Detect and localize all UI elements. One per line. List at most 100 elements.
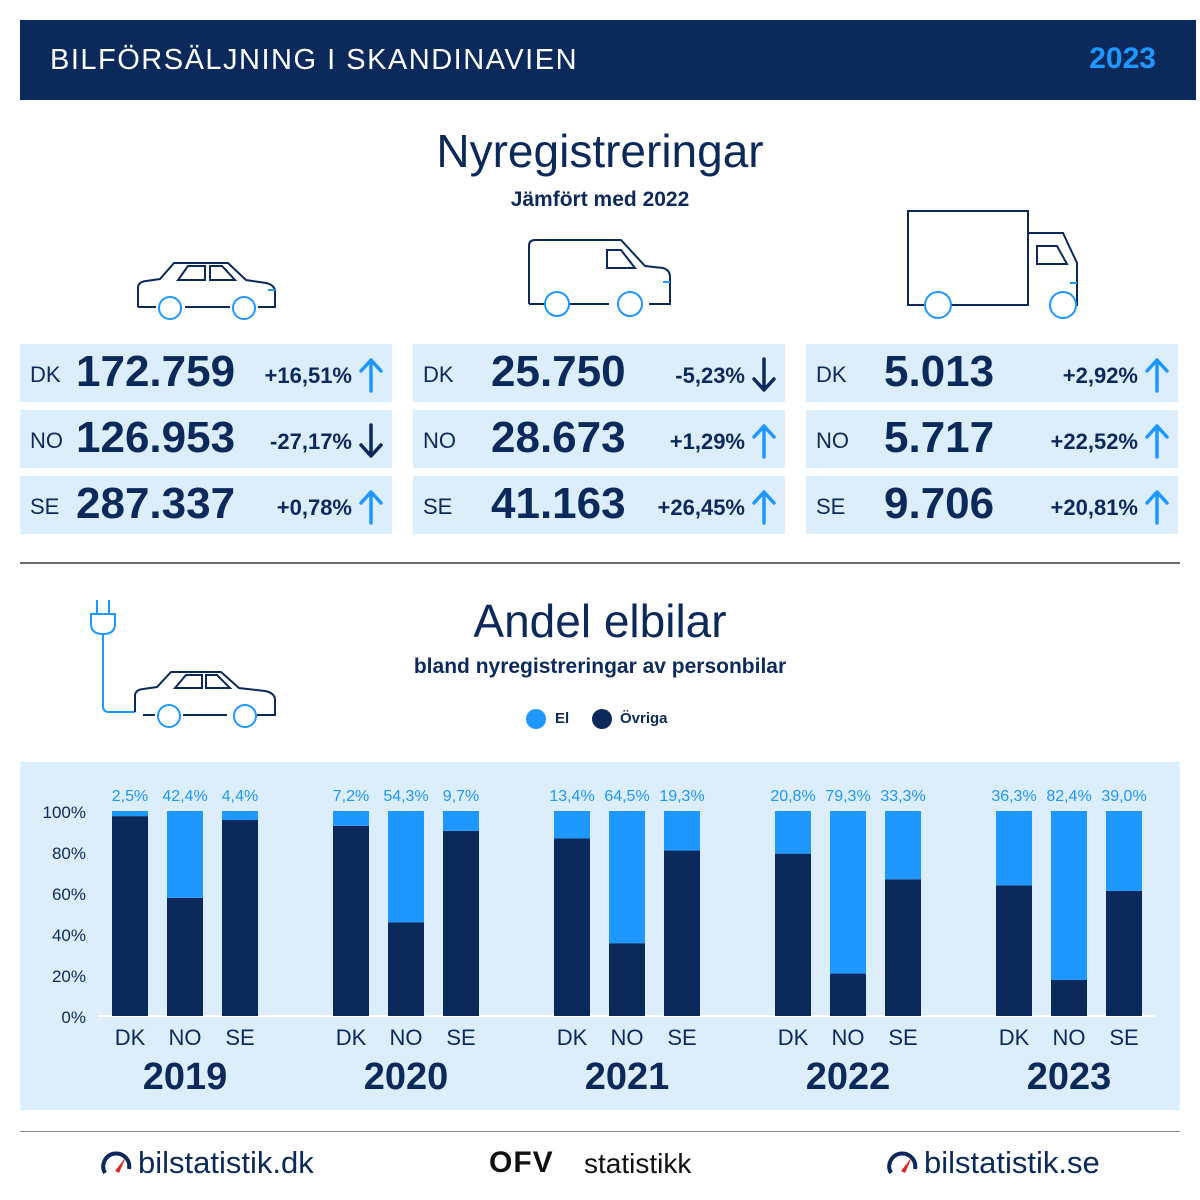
x-category-label: DK — [999, 1025, 1030, 1050]
bilstatistik-dk-logo-icon — [101, 1151, 132, 1174]
arrow-up-icon — [1145, 424, 1169, 459]
x-category-label: SE — [225, 1025, 254, 1050]
ev-charging-car-icon — [90, 600, 276, 728]
stat-change: +2,92% — [1062, 363, 1138, 388]
x-category-label: SE — [888, 1025, 917, 1050]
data-label-el: 2,5% — [112, 788, 148, 805]
ev-share-title: Andel elbilar — [473, 595, 727, 647]
data-label-el: 36,3% — [991, 788, 1036, 805]
stat-value: 28.673 — [491, 413, 626, 462]
stat-row-car-dk: DK 172.759 +16,51% — [20, 344, 392, 402]
bar-ovriga-2021-se — [664, 850, 700, 1016]
x-category-label: DK — [115, 1025, 146, 1050]
y-tick-label: 20% — [52, 967, 86, 986]
x-category-label: DK — [557, 1025, 588, 1050]
bar-ovriga-2021-dk — [554, 838, 590, 1016]
stat-change: +20,81% — [1050, 495, 1138, 520]
stat-value: 25.750 — [491, 347, 626, 396]
y-tick-label: 100% — [43, 803, 86, 822]
arrow-down-icon — [359, 423, 383, 458]
footer-right-brand: bilstatistik.se — [924, 1145, 1100, 1180]
stat-value: 172.759 — [76, 347, 236, 396]
y-tick-label: 80% — [52, 844, 86, 863]
header-bar: BILFÖRSÄLJNING I SKANDINAVIEN 2023 — [20, 20, 1196, 100]
bar-el-2019-se — [222, 811, 258, 821]
ev-share-chart-panel — [20, 762, 1180, 1110]
bar-ovriga-2022-dk — [775, 853, 811, 1016]
car-icon — [137, 262, 276, 320]
stat-row-truck-dk: DK 5.013 +2,92% — [806, 344, 1178, 402]
stat-country: NO — [423, 428, 456, 453]
data-label-el: 64,5% — [604, 788, 649, 805]
y-tick-label: 0% — [61, 1008, 86, 1027]
bar-el-2023-no — [1051, 811, 1087, 980]
bar-el-2022-dk — [775, 811, 811, 854]
data-label-el: 82,4% — [1046, 788, 1091, 805]
data-label-el: 7,2% — [333, 788, 369, 805]
stat-change: +1,29% — [669, 429, 745, 454]
stat-value: 41.163 — [491, 479, 626, 528]
registrations-subtitle: Jämfört med 2022 — [510, 188, 690, 211]
stat-value: 9.706 — [884, 479, 995, 528]
x-category-label: NO — [390, 1025, 423, 1050]
stat-row-van-no: NO 28.673 +1,29% — [413, 410, 785, 468]
x-category-label: SE — [1109, 1025, 1138, 1050]
stat-change: +26,45% — [657, 495, 745, 520]
x-category-label: DK — [336, 1025, 367, 1050]
stat-country: DK — [423, 362, 454, 387]
legend-ovriga-label: Övriga — [620, 710, 668, 727]
bar-ovriga-2023-dk — [996, 885, 1032, 1016]
stat-change: +16,51% — [264, 363, 352, 388]
stat-value: 126.953 — [76, 413, 236, 462]
legend-el-swatch — [526, 709, 546, 729]
x-category-label: NO — [611, 1025, 644, 1050]
bar-ovriga-2019-no — [167, 897, 203, 1016]
stat-change: -5,23% — [675, 363, 745, 388]
page-title: BILFÖRSÄLJNING I SKANDINAVIEN — [50, 44, 579, 76]
footer-divider — [20, 1131, 1180, 1132]
bar-el-2020-se — [443, 811, 479, 831]
data-label-el: 9,7% — [443, 788, 479, 805]
x-category-label: SE — [667, 1025, 696, 1050]
arrow-up-icon — [359, 490, 383, 525]
year-group-label: 2020 — [364, 1056, 449, 1098]
stat-row-truck-no: NO 5.717 +22,52% — [806, 410, 1178, 468]
bar-ovriga-2020-dk — [333, 825, 369, 1016]
arrow-up-icon — [359, 358, 383, 393]
bar-ovriga-2021-no — [609, 943, 645, 1016]
arrow-up-icon — [752, 424, 776, 459]
bar-el-2020-no — [388, 811, 424, 923]
x-category-label: SE — [446, 1025, 475, 1050]
x-category-label: NO — [832, 1025, 865, 1050]
stat-country: DK — [816, 362, 847, 387]
bar-el-2023-dk — [996, 811, 1032, 886]
stat-row-van-se: SE 41.163 +26,45% — [413, 476, 785, 534]
ofv-logo: OFV — [489, 1146, 554, 1179]
data-label-el: 39,0% — [1101, 788, 1146, 805]
data-label-el: 79,3% — [825, 788, 870, 805]
stat-row-car-no: NO 126.953 -27,17% — [20, 410, 392, 468]
bar-ovriga-2020-no — [388, 922, 424, 1016]
bar-ovriga-2022-no — [830, 973, 866, 1016]
truck-icon — [907, 210, 1078, 319]
stat-value: 5.717 — [884, 413, 995, 462]
arrow-up-icon — [752, 490, 776, 525]
stat-change: -27,17% — [270, 429, 352, 454]
stat-country: SE — [30, 494, 60, 519]
data-label-el: 4,4% — [222, 788, 258, 805]
y-tick-label: 40% — [52, 926, 86, 945]
y-tick-label: 60% — [52, 885, 86, 904]
header-year: 2023 — [1089, 42, 1156, 75]
bar-el-2023-se — [1106, 811, 1142, 891]
arrow-up-icon — [1145, 490, 1169, 525]
bar-el-2019-no — [167, 811, 203, 898]
van-icon — [528, 239, 671, 317]
stat-country: DK — [30, 362, 61, 387]
bar-ovriga-2019-se — [222, 820, 258, 1016]
stat-row-van-dk: DK 25.750 -5,23% — [413, 344, 785, 402]
stat-value: 5.013 — [884, 347, 995, 396]
data-label-el: 33,3% — [880, 788, 925, 805]
year-group-label: 2021 — [585, 1056, 670, 1098]
bilstatistik-se-logo-icon — [887, 1151, 918, 1174]
